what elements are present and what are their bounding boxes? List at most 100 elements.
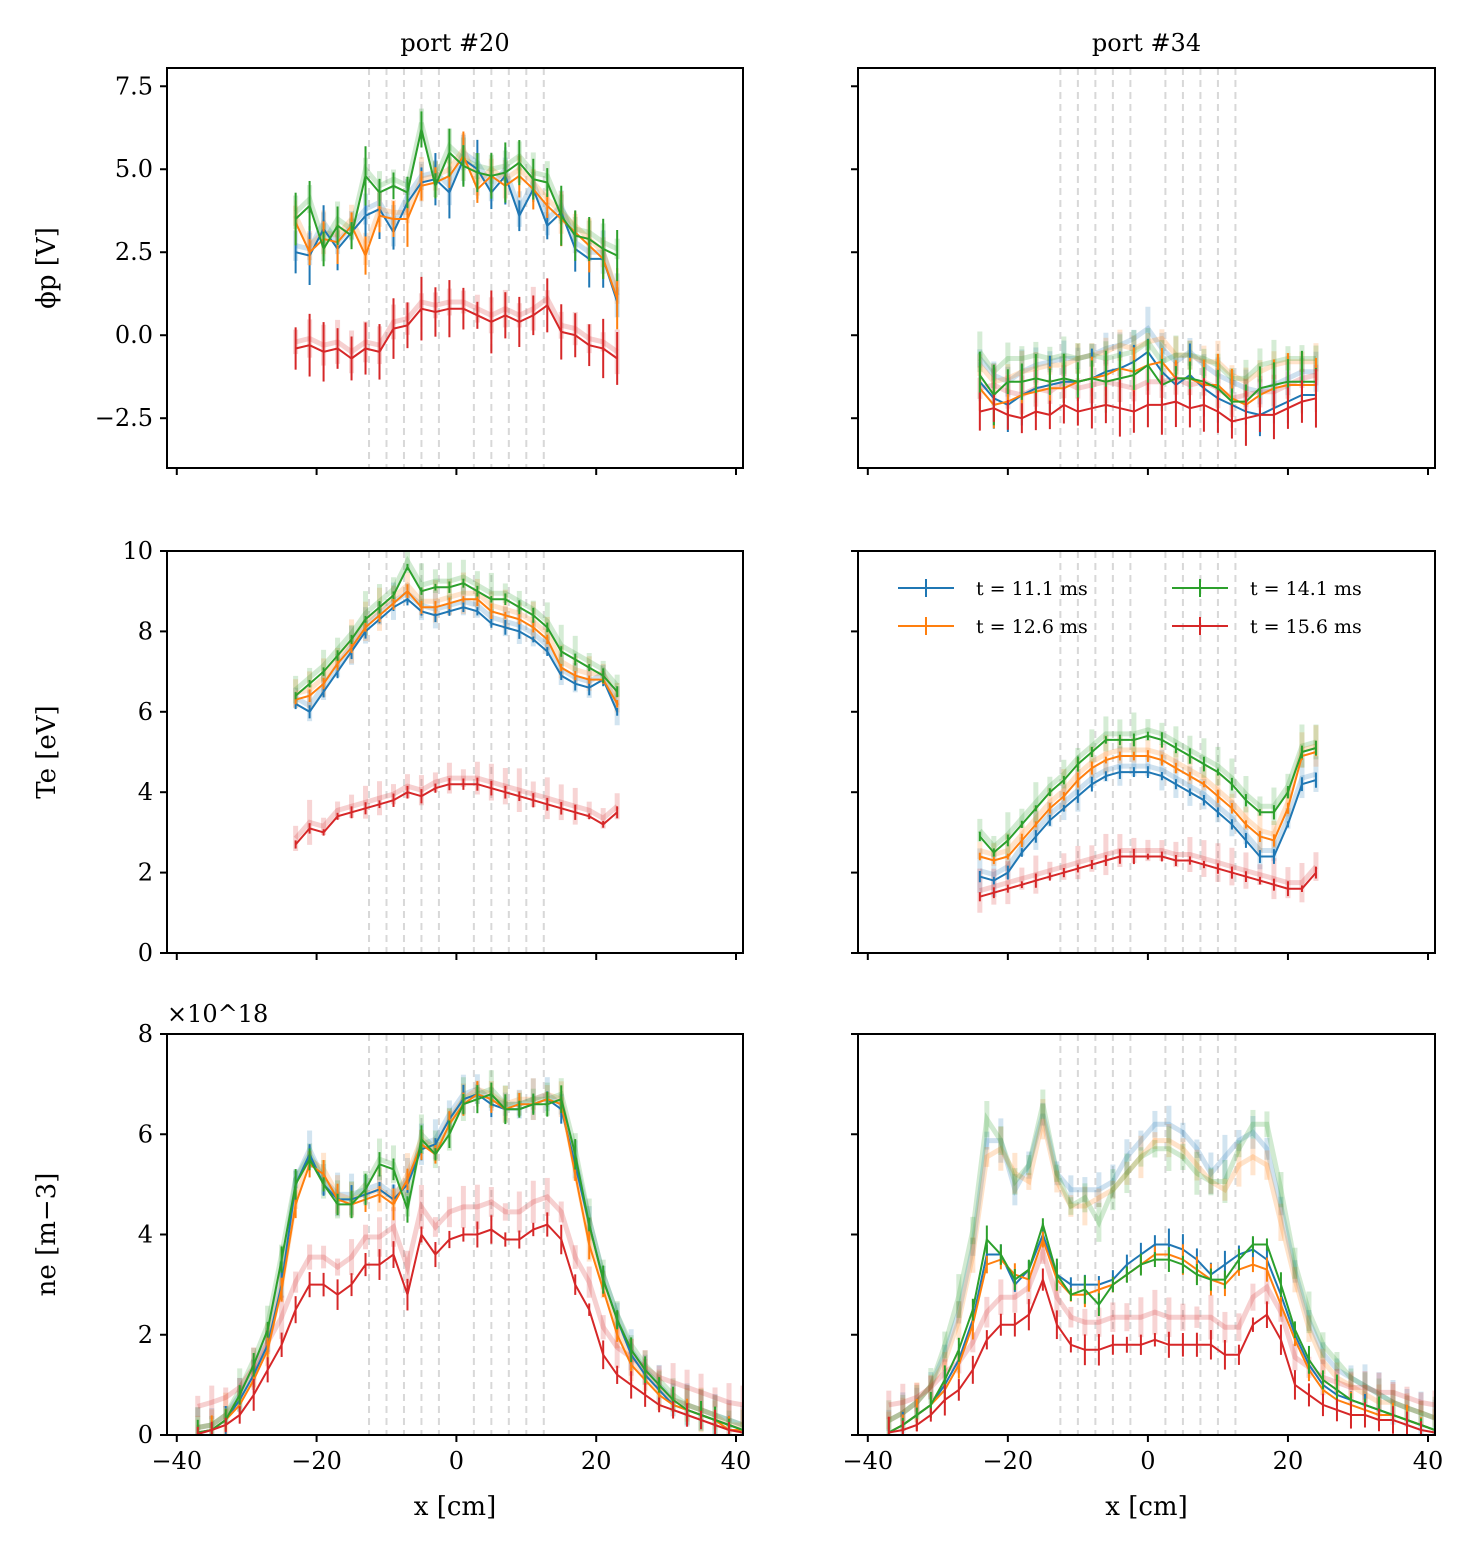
series-line bbox=[197, 1093, 743, 1434]
y-tick-label: 5.0 bbox=[115, 155, 153, 183]
plot-area bbox=[293, 551, 620, 953]
series-15.6ms bbox=[294, 777, 619, 849]
series-14.1ms bbox=[978, 731, 1317, 857]
plot-area bbox=[977, 551, 1319, 953]
y-tick-label: 2 bbox=[138, 859, 153, 887]
y-tick-label: 8 bbox=[138, 1020, 153, 1048]
series-line bbox=[295, 589, 619, 705]
shadow-line bbox=[979, 743, 1317, 858]
series-15.6ms bbox=[196, 1212, 743, 1435]
plot-area bbox=[886, 1034, 1435, 1435]
y-tick-label: 8 bbox=[138, 617, 153, 645]
axes-frame bbox=[857, 67, 1436, 469]
shadow-line bbox=[887, 1118, 1435, 1423]
y-tick-label: 6 bbox=[138, 698, 153, 726]
x-tick-label: 0 bbox=[449, 1447, 464, 1475]
x-tick-label: 20 bbox=[581, 1447, 612, 1475]
legend-item: t = 11.1 ms bbox=[898, 578, 1088, 600]
y-tick-label: 0.0 bbox=[115, 321, 153, 349]
series-15.6ms bbox=[887, 1268, 1435, 1435]
panel-port20-phi: −2.5 0.0 2.5 5.0 7.5 port #20 ϕp [V] bbox=[32, 29, 744, 475]
x-tick-label: −40 bbox=[842, 1447, 893, 1475]
series-line bbox=[197, 1093, 743, 1434]
plot-area bbox=[293, 68, 620, 468]
series-line bbox=[295, 303, 618, 360]
offset-label: ×10^18 bbox=[167, 1000, 268, 1028]
x-tick-label: −20 bbox=[983, 1447, 1034, 1475]
y-tick-label: 0 bbox=[138, 939, 153, 967]
shadow-line bbox=[294, 581, 620, 699]
y-axis-label: ϕp [V] bbox=[32, 227, 62, 309]
series-15.6ms bbox=[294, 276, 619, 385]
series-14.1ms bbox=[196, 1082, 743, 1435]
y-tick-label: 2 bbox=[138, 1321, 153, 1349]
series-line bbox=[888, 1220, 1435, 1434]
panel-port20-ne: −40 −20 0 20 40 0 2 4 6 8 x [cm] ne [m−3] bbox=[32, 1020, 751, 1522]
series-15.6ms bbox=[978, 368, 1317, 446]
shadow-line bbox=[293, 775, 619, 841]
series-line bbox=[979, 397, 1317, 423]
shadow-line bbox=[293, 555, 620, 692]
series-line bbox=[197, 1093, 743, 1434]
y-tick-label: 6 bbox=[138, 1120, 153, 1148]
x-axis-label: x [cm] bbox=[1105, 1492, 1187, 1522]
series-line bbox=[888, 1231, 1435, 1434]
series-line bbox=[979, 734, 1317, 854]
series-line bbox=[294, 783, 618, 846]
x-tick-label: 40 bbox=[1413, 1447, 1444, 1475]
series-line bbox=[979, 855, 1317, 898]
series-15.6ms bbox=[978, 848, 1317, 902]
panel-port20-Te: 0 2 4 6 8 10 Te [eV] bbox=[32, 537, 744, 967]
series-line bbox=[978, 363, 1316, 403]
series-14.1ms bbox=[294, 563, 619, 700]
shadow-line bbox=[295, 295, 619, 355]
axes-frame bbox=[857, 550, 1436, 954]
x-tick-label: 0 bbox=[1140, 1447, 1155, 1475]
panel-title: port #20 bbox=[400, 29, 509, 57]
plot-area bbox=[195, 1034, 743, 1435]
y-tick-label: 2.5 bbox=[115, 238, 153, 266]
legend-label: t = 15.6 ms bbox=[1250, 616, 1362, 638]
series-14.1ms bbox=[294, 111, 619, 282]
legend-item: t = 14.1 ms bbox=[1172, 578, 1362, 600]
series-line bbox=[979, 771, 1317, 882]
legend: t = 11.1 ms t = 12.6 ms t = 14.1 ms t = 15.… bbox=[898, 578, 1362, 638]
shadow-line bbox=[197, 1193, 743, 1409]
legend-label: t = 14.1 ms bbox=[1250, 578, 1362, 600]
series-11.1ms bbox=[978, 765, 1317, 885]
y-axis-label: ne [m−3] bbox=[32, 1173, 62, 1297]
shadow-line bbox=[977, 727, 1317, 851]
x-axis-label: x [cm] bbox=[414, 1492, 496, 1522]
legend-item: t = 12.6 ms bbox=[898, 616, 1088, 638]
x-tick-label: 20 bbox=[1273, 1447, 1304, 1475]
y-axis-label: Te [eV] bbox=[32, 705, 62, 798]
y-tick-label: 4 bbox=[138, 778, 153, 806]
panel-port34-Te bbox=[851, 550, 1436, 960]
axes-frame bbox=[166, 67, 744, 469]
panel-title: port #34 bbox=[1092, 29, 1201, 57]
shadow-line bbox=[887, 1103, 1435, 1423]
legend-label: t = 12.6 ms bbox=[976, 616, 1088, 638]
shadow-line bbox=[888, 1244, 1435, 1408]
y-tick-label: −2.5 bbox=[95, 404, 153, 432]
x-tick-label: −20 bbox=[291, 1447, 342, 1475]
legend-label: t = 11.1 ms bbox=[976, 578, 1088, 600]
series-line bbox=[197, 1223, 743, 1435]
x-tick-label: 40 bbox=[721, 1447, 752, 1475]
y-tick-label: 4 bbox=[138, 1221, 153, 1249]
y-tick-label: 10 bbox=[122, 537, 153, 565]
series-line bbox=[294, 564, 618, 697]
panel-port34-phi: port #34 bbox=[851, 29, 1436, 475]
series-line bbox=[294, 153, 619, 300]
series-line bbox=[888, 1236, 1435, 1434]
plot-area bbox=[977, 68, 1319, 468]
y-tick-label: 7.5 bbox=[115, 72, 153, 100]
series-line bbox=[294, 129, 618, 257]
shadow-line bbox=[887, 1113, 1435, 1423]
y-tick-label: 0 bbox=[138, 1421, 153, 1449]
legend-item: t = 15.6 ms bbox=[1172, 616, 1362, 638]
series-line bbox=[979, 751, 1317, 862]
axes-frame bbox=[166, 550, 744, 954]
series-12.6ms bbox=[978, 747, 1317, 865]
